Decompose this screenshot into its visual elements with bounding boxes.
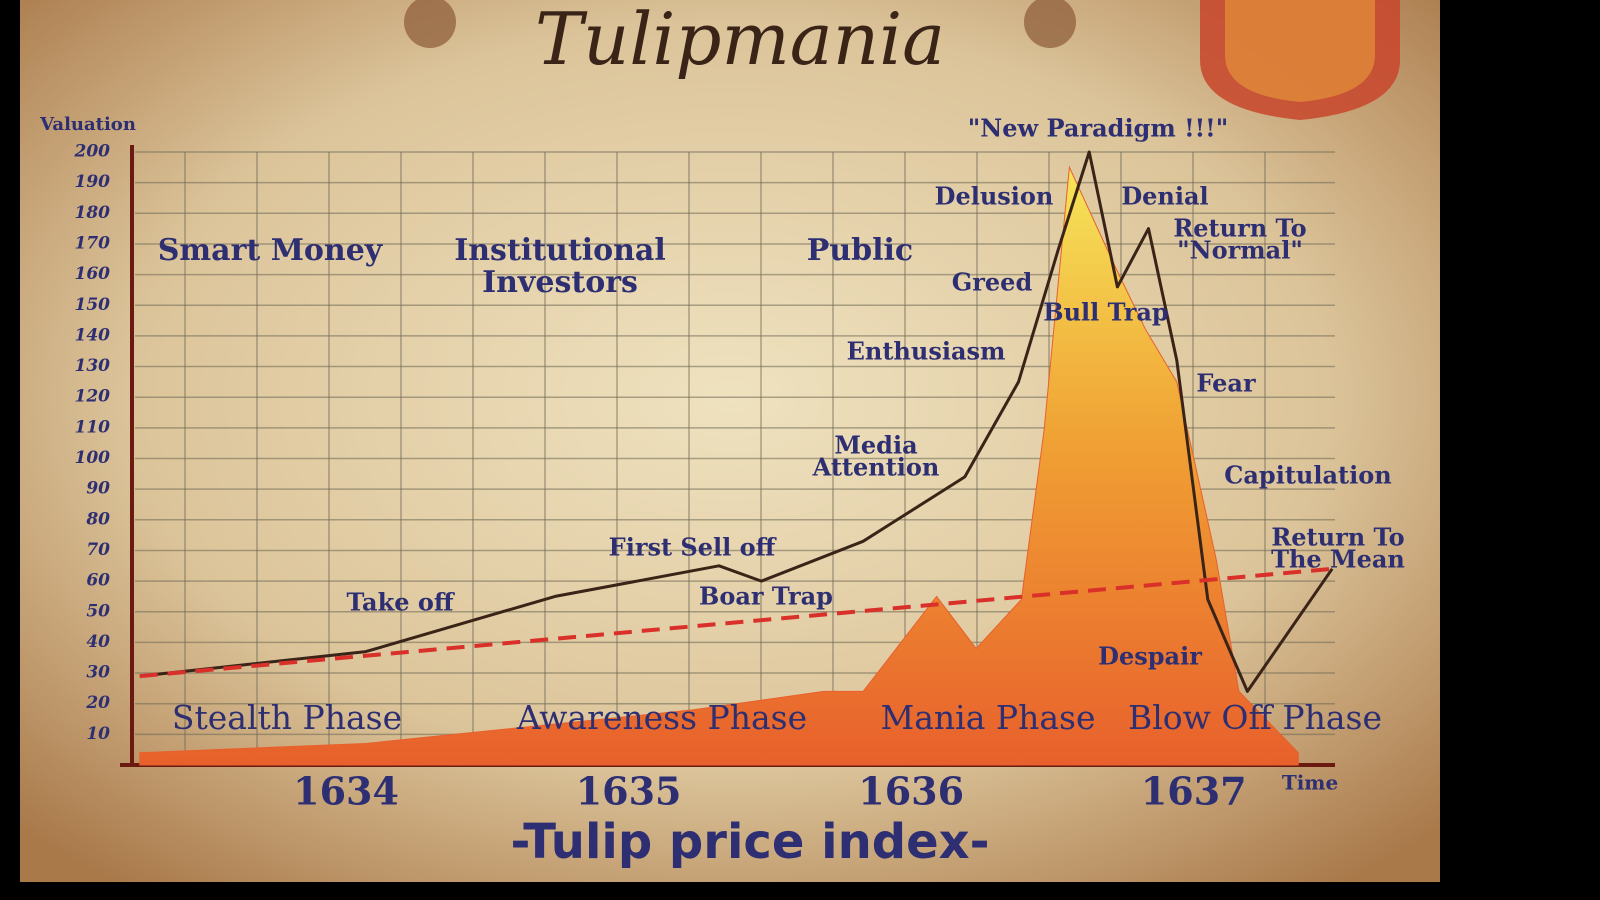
annotation: Fear <box>1196 369 1256 398</box>
phase-label: Blow Off Phase <box>1128 698 1382 737</box>
investor-group: Smart Money <box>158 233 384 268</box>
annotation: Despair <box>1098 642 1202 671</box>
x-tick-label: 1637 <box>1141 769 1247 814</box>
y-tick-label: 70 <box>86 540 110 560</box>
x-axis-label: Time <box>1282 771 1338 795</box>
phase-label: Stealth Phase <box>172 698 402 737</box>
annotation: Return To <box>1173 214 1306 243</box>
trend-line <box>139 566 1333 679</box>
annotation: Take off <box>346 588 454 617</box>
phase-label: Mania Phase <box>880 698 1095 737</box>
y-tick-label: 20 <box>85 693 110 713</box>
y-tick-label: 40 <box>86 632 110 652</box>
investor-group: Investors <box>482 265 638 300</box>
y-tick-label: 200 <box>74 142 111 162</box>
annotation: First Sell off <box>609 533 777 562</box>
x-tick-label: 1635 <box>576 769 682 814</box>
phase-label: Awareness Phase <box>516 698 807 737</box>
y-tick-label: 180 <box>75 203 111 223</box>
price-area <box>139 165 1299 766</box>
annotation: "Normal" <box>1177 236 1303 265</box>
annotation: "New Paradigm !!!" <box>968 114 1228 143</box>
ornament <box>404 0 1076 48</box>
x-tick-label: 1634 <box>293 769 399 814</box>
y-tick-label: 150 <box>75 295 111 315</box>
chart-subtitle: -Tulip price index- <box>510 814 989 870</box>
annotation: Return To <box>1271 523 1404 552</box>
y-tick-label: 90 <box>86 479 110 499</box>
y-tick-label: 50 <box>86 601 110 621</box>
annotation: Denial <box>1121 182 1208 211</box>
y-tick-label: 80 <box>85 509 110 529</box>
y-axis-label: Valuation <box>39 114 136 135</box>
y-tick-label: 160 <box>75 264 111 284</box>
y-tick-label: 130 <box>75 356 111 376</box>
annotation: Boar Trap <box>699 582 833 611</box>
investor-group: Institutional <box>454 233 666 268</box>
y-tick-label: 170 <box>75 233 111 253</box>
annotation: Bull Trap <box>1043 298 1168 327</box>
chart-title: Tulipmania <box>535 0 945 81</box>
y-tick-label: 60 <box>86 571 110 591</box>
sentiment-line <box>139 150 1334 693</box>
y-tick-label: 120 <box>75 387 111 407</box>
y-tick-label: 30 <box>86 663 110 683</box>
annotation: The Mean <box>1271 545 1405 574</box>
y-tick-label: 140 <box>75 325 111 345</box>
x-tick-label: 1636 <box>858 769 964 814</box>
annotation: Delusion <box>935 182 1054 211</box>
investor-group: Public <box>807 233 913 268</box>
y-tick-label: 190 <box>75 172 111 192</box>
annotation: Capitulation <box>1224 461 1391 490</box>
annotation: Greed <box>952 268 1033 297</box>
coat-of-arms <box>1200 0 1400 120</box>
annotation: Attention <box>812 453 940 482</box>
annotation: Enthusiasm <box>847 337 1006 366</box>
y-tick-label: 100 <box>75 448 111 468</box>
y-tick-label: 10 <box>86 724 110 744</box>
y-tick-label: 110 <box>75 417 111 437</box>
annotation: Media <box>834 431 917 460</box>
